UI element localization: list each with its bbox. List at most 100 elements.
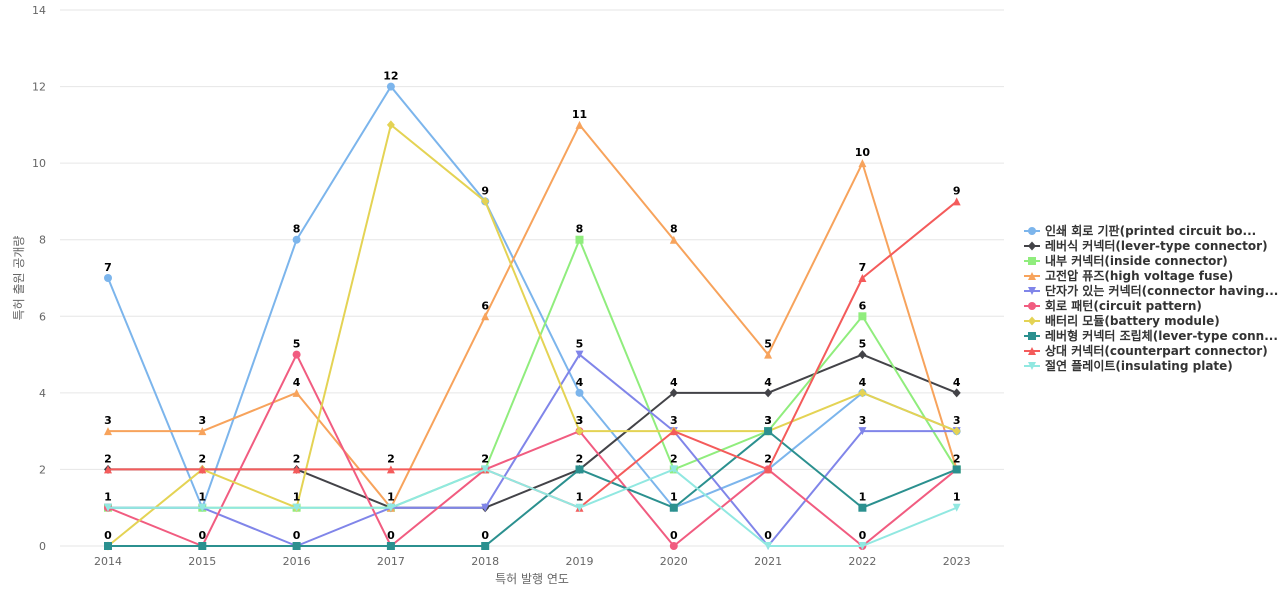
y-tick-label: 14 xyxy=(32,4,46,17)
data-point[interactable] xyxy=(858,159,867,168)
series-line xyxy=(108,430,958,547)
data-label: 3 xyxy=(859,414,867,427)
data-point[interactable] xyxy=(669,427,678,436)
data-point[interactable] xyxy=(575,120,584,129)
data-point[interactable] xyxy=(764,542,773,550)
data-label: 1 xyxy=(104,491,112,504)
legend-item[interactable]: 고전압 퓨즈(high voltage fuse) xyxy=(1024,268,1233,283)
data-point[interactable] xyxy=(858,427,867,436)
data-point[interactable] xyxy=(386,503,395,512)
data-point[interactable] xyxy=(575,350,584,359)
data-point[interactable] xyxy=(386,542,395,550)
data-point[interactable] xyxy=(575,388,584,397)
data-point[interactable] xyxy=(198,503,207,512)
data-point[interactable] xyxy=(575,465,584,474)
data-label: 0 xyxy=(387,529,395,542)
data-point[interactable] xyxy=(198,427,207,436)
data-point[interactable] xyxy=(575,426,584,436)
data-point[interactable] xyxy=(292,503,301,512)
x-tick-label: 2021 xyxy=(754,555,782,568)
legend-item[interactable]: 회로 패턴(circuit pattern) xyxy=(1024,298,1202,313)
data-label: 2 xyxy=(764,452,772,465)
data-label: 5 xyxy=(293,338,301,351)
data-point[interactable] xyxy=(198,542,207,550)
x-tick-label: 2020 xyxy=(660,555,688,568)
legend-item[interactable]: 절연 플레이트(insulating plate) xyxy=(1024,358,1233,373)
data-point[interactable] xyxy=(764,350,773,359)
data-point[interactable] xyxy=(481,196,490,206)
data-label: 4 xyxy=(670,376,678,389)
legend-item[interactable]: 배터리 모듈(battery module) xyxy=(1024,313,1220,328)
data-label: 9 xyxy=(481,184,489,197)
data-point[interactable] xyxy=(669,388,678,398)
legend-marker xyxy=(1028,272,1036,280)
data-point[interactable] xyxy=(669,235,678,244)
data-point[interactable] xyxy=(669,503,678,512)
data-point[interactable] xyxy=(104,465,112,474)
data-point[interactable] xyxy=(292,465,301,474)
data-point[interactable] xyxy=(386,82,395,91)
legend-item[interactable]: 단자가 있는 커넥터(connector having... xyxy=(1024,283,1278,298)
data-point[interactable] xyxy=(858,542,867,550)
legend-item[interactable]: 인쇄 회로 기판(printed circuit bo... xyxy=(1024,223,1256,238)
legend-item[interactable]: 내부 커넥터(inside connector) xyxy=(1024,253,1228,268)
data-point[interactable] xyxy=(575,503,584,512)
series-0 xyxy=(104,82,961,512)
data-point[interactable] xyxy=(858,503,867,512)
data-point[interactable] xyxy=(952,503,961,512)
data-point[interactable] xyxy=(104,542,112,550)
legend-marker xyxy=(1028,332,1036,340)
data-label: 1 xyxy=(198,491,206,504)
data-point[interactable] xyxy=(104,503,112,512)
series-line xyxy=(107,123,958,547)
data-point[interactable] xyxy=(764,465,773,474)
data-point[interactable] xyxy=(952,465,961,474)
data-point[interactable] xyxy=(952,388,961,398)
data-point[interactable] xyxy=(292,350,301,359)
legend-item[interactable]: 레버형 커넥터 조립체(lever-type conn... xyxy=(1024,328,1278,343)
data-label: 3 xyxy=(576,414,584,427)
data-label: 3 xyxy=(576,414,584,427)
data-point[interactable] xyxy=(481,312,490,321)
data-label: 5 xyxy=(764,338,772,351)
y-tick-label: 0 xyxy=(39,540,46,553)
data-point[interactable] xyxy=(481,542,490,550)
x-tick-label: 2017 xyxy=(377,555,405,568)
data-label: 6 xyxy=(859,299,867,312)
data-point[interactable] xyxy=(669,542,678,550)
legend-label: 배터리 모듈(battery module) xyxy=(1045,313,1220,328)
legend-label: 레버형 커넥터 조립체(lever-type conn... xyxy=(1045,328,1278,343)
legend-item[interactable]: 상대 커넥터(counterpart connector) xyxy=(1024,343,1268,358)
data-point[interactable] xyxy=(858,350,867,360)
legend-label: 인쇄 회로 기판(printed circuit bo... xyxy=(1045,223,1256,238)
data-point[interactable] xyxy=(858,388,867,398)
data-point[interactable] xyxy=(386,465,395,474)
legend-marker xyxy=(1028,227,1036,235)
data-label: 0 xyxy=(859,529,867,542)
data-point[interactable] xyxy=(481,503,490,512)
data-point[interactable] xyxy=(292,388,301,397)
legend-label: 고전압 퓨즈(high voltage fuse) xyxy=(1045,268,1233,283)
y-tick-label: 10 xyxy=(32,157,46,170)
data-point[interactable] xyxy=(386,120,395,130)
legend-item[interactable]: 레버식 커넥터(lever-type connector) xyxy=(1024,238,1268,253)
data-point[interactable] xyxy=(104,274,112,282)
legend-marker xyxy=(1028,316,1036,326)
x-axis-title: 특허 발행 연도 xyxy=(495,571,569,586)
data-point[interactable] xyxy=(198,465,207,474)
legend[interactable]: 인쇄 회로 기판(printed circuit bo...레버식 커넥터(le… xyxy=(1024,223,1278,373)
data-point[interactable] xyxy=(104,427,112,436)
data-point[interactable] xyxy=(575,235,584,244)
data-point[interactable] xyxy=(669,465,678,474)
data-point[interactable] xyxy=(952,197,961,206)
data-point[interactable] xyxy=(292,235,301,244)
data-point[interactable] xyxy=(481,465,490,474)
data-point[interactable] xyxy=(858,312,867,321)
data-point[interactable] xyxy=(858,274,867,282)
series-9 xyxy=(104,465,961,550)
data-point[interactable] xyxy=(764,388,773,398)
data-point[interactable] xyxy=(952,426,961,436)
data-label: 0 xyxy=(104,529,112,542)
data-point[interactable] xyxy=(764,427,773,436)
data-point[interactable] xyxy=(292,542,301,550)
